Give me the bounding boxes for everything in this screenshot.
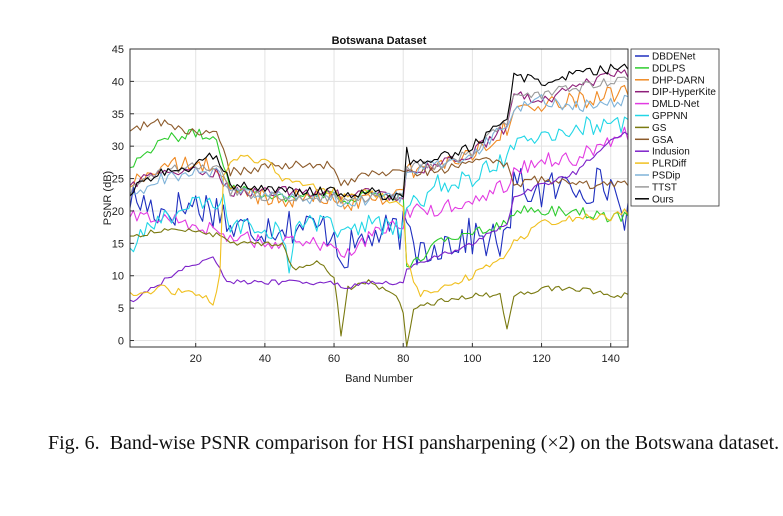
series-line-ddlps bbox=[129, 128, 629, 268]
axis-ticks: 20 40 60 80 100 120 140 0 5 10 15 20 25 30 35 40 45 bbox=[112, 44, 620, 365]
y-tick-label: 25 bbox=[112, 174, 124, 186]
legend-entry: Ours bbox=[652, 194, 674, 205]
series-line-indusion bbox=[129, 131, 629, 303]
x-tick-label: 80 bbox=[397, 353, 409, 365]
chart-title: Botswana Dataset bbox=[332, 35, 427, 47]
legend-entry: PLRDiff bbox=[652, 159, 686, 170]
x-tick-label: 120 bbox=[532, 353, 550, 365]
series-line-gsa bbox=[129, 118, 629, 190]
y-tick-label: 40 bbox=[112, 76, 124, 88]
series-lines bbox=[129, 63, 629, 347]
series-line-dhp-darn bbox=[129, 84, 629, 211]
legend-entry: DBDENet bbox=[652, 52, 696, 63]
y-tick-label: 35 bbox=[112, 109, 124, 121]
legend-entry: DHP-DARN bbox=[652, 75, 705, 86]
y-tick-label: 5 bbox=[118, 303, 124, 315]
x-tick-label: 60 bbox=[328, 353, 340, 365]
y-tick-label: 45 bbox=[112, 44, 124, 56]
series-line-gs bbox=[130, 228, 629, 347]
legend: DBDENetDDLPSDHP-DARNDIP-HyperKiteDMLD-Ne… bbox=[630, 48, 720, 207]
y-tick-label: 0 bbox=[118, 336, 124, 348]
legend-entry: DIP-HyperKite bbox=[652, 87, 716, 98]
x-tick-label: 100 bbox=[463, 353, 481, 365]
series-line-psdip bbox=[129, 94, 629, 208]
series-line-dip-hyperkite bbox=[129, 69, 629, 202]
y-tick-label: 10 bbox=[112, 271, 124, 283]
x-tick-label: 140 bbox=[602, 353, 620, 365]
series-line-dmld-net bbox=[129, 126, 629, 258]
legend-entry: TTST bbox=[652, 182, 677, 193]
series-line-gppnn bbox=[129, 116, 629, 274]
legend-entry: PSDip bbox=[652, 171, 681, 182]
caption-text: Band-wise PSNR comparison for HSI pansha… bbox=[109, 432, 780, 454]
legend-entry: GS bbox=[652, 123, 667, 134]
x-tick-label: 40 bbox=[259, 353, 271, 365]
y-tick-label: 20 bbox=[112, 206, 124, 218]
legend-entry: DDLPS bbox=[652, 63, 686, 74]
x-tick-label: 20 bbox=[190, 353, 202, 365]
legend-entry: GPPNN bbox=[652, 111, 688, 122]
plot-frame bbox=[129, 48, 629, 348]
series-line-ours bbox=[129, 63, 629, 201]
legend-entry: DMLD-Net bbox=[652, 99, 699, 110]
x-axis-label: Band Number bbox=[345, 373, 413, 385]
y-tick-label: 30 bbox=[112, 141, 124, 153]
caption-label: Fig. 6. bbox=[48, 432, 100, 454]
legend-entry: GSA bbox=[652, 135, 673, 146]
line-chart: 20 40 60 80 100 120 140 0 5 10 15 20 25 30 35 40 45 Bots… bbox=[102, 35, 720, 385]
figure-caption: Fig. 6. Band-wise PSNR comparison for HSI… bbox=[48, 430, 783, 457]
y-tick-label: 15 bbox=[112, 238, 124, 250]
y-axis-label: PSNR (dB) bbox=[102, 171, 114, 225]
legend-entry: Indusion bbox=[652, 147, 690, 158]
series-line-ttst bbox=[129, 76, 629, 204]
